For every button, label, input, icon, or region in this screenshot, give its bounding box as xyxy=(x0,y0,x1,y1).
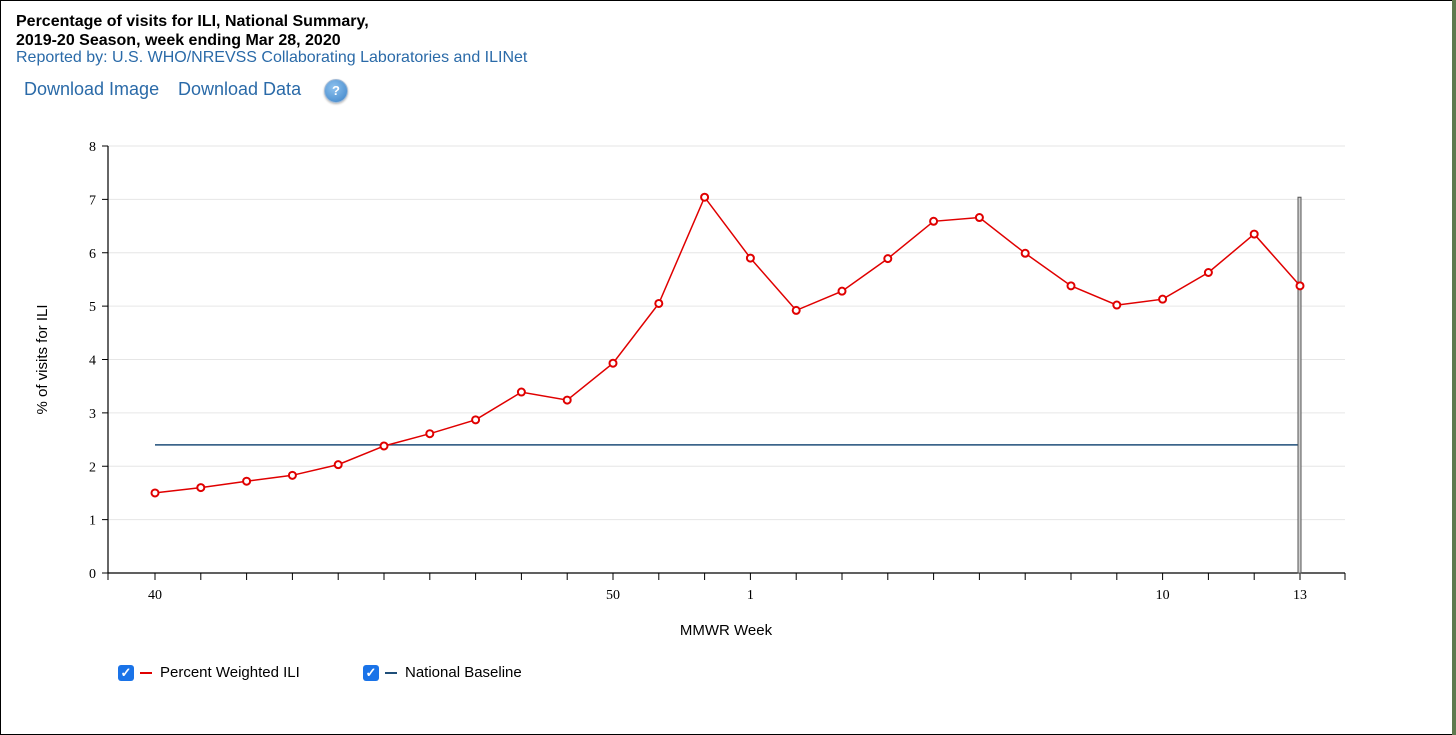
baseline-swatch xyxy=(385,671,397,674)
data-point xyxy=(837,286,847,296)
y-axis-label: % of visits for ILI xyxy=(34,304,51,414)
data-point xyxy=(242,476,252,486)
y-tick-label: 3 xyxy=(89,407,96,422)
data-point xyxy=(700,192,710,202)
data-point xyxy=(883,254,893,264)
x-tick-label: 10 xyxy=(1156,588,1170,603)
data-point xyxy=(516,387,526,397)
legend-item-national-baseline[interactable]: ✓ National Baseline xyxy=(363,664,522,681)
data-point xyxy=(608,358,618,368)
right-edge-strip xyxy=(1452,0,1456,735)
data-point xyxy=(379,441,389,451)
y-tick-label: 4 xyxy=(89,354,96,369)
help-icon[interactable]: ? xyxy=(324,79,348,103)
data-point xyxy=(1295,281,1305,291)
legend-label-ili: Percent Weighted ILI xyxy=(160,664,300,681)
data-point xyxy=(1066,281,1076,291)
data-point xyxy=(1020,248,1030,258)
chart-title: Percentage of visits for ILI, National S… xyxy=(16,12,369,50)
data-point xyxy=(287,470,297,480)
current-week-marker xyxy=(1297,196,1302,574)
ili-swatch xyxy=(140,671,152,674)
x-tick-label: 1 xyxy=(747,588,754,603)
legend-item-percent-weighted-ili[interactable]: ✓ Percent Weighted ILI xyxy=(118,664,300,681)
y-tick-label: 5 xyxy=(89,300,96,315)
data-point xyxy=(196,483,206,493)
y-tick-label: 8 xyxy=(89,140,96,155)
title-line-2: 2019-20 Season, week ending Mar 28, 2020 xyxy=(16,32,341,49)
x-tick-label: 50 xyxy=(606,588,620,603)
data-point xyxy=(654,298,664,308)
data-point xyxy=(745,253,755,263)
x-axis-label: MMWR Week xyxy=(680,622,773,639)
data-point xyxy=(562,395,572,405)
data-point xyxy=(150,488,160,498)
download-image-link[interactable]: Download Image xyxy=(24,79,160,99)
y-tick-label: 6 xyxy=(89,247,96,262)
y-tick-label: 1 xyxy=(89,514,96,529)
title-line-1: Percentage of visits for ILI, National S… xyxy=(16,13,369,30)
checkbox-ili[interactable]: ✓ xyxy=(118,664,134,681)
data-point xyxy=(791,305,801,315)
series-line-percent-weighted-ili xyxy=(154,195,1301,494)
y-tick-label: 2 xyxy=(89,460,96,475)
reported-by-link[interactable]: Reported by: U.S. WHO/NREVSS Collaborati… xyxy=(16,49,528,66)
x-tick-label: 40 xyxy=(148,588,162,603)
x-tick-label: 13 xyxy=(1293,588,1307,603)
data-point xyxy=(1203,267,1213,277)
data-point xyxy=(1158,294,1168,304)
data-point xyxy=(471,415,481,425)
data-point xyxy=(1249,229,1259,239)
download-data-link[interactable]: Download Data xyxy=(178,79,302,99)
data-point xyxy=(929,216,939,226)
legend-label-baseline: National Baseline xyxy=(405,664,522,681)
data-point xyxy=(333,460,343,470)
y-tick-label: 7 xyxy=(89,193,96,208)
y-tick-label: 0 xyxy=(89,567,96,582)
checkbox-baseline[interactable]: ✓ xyxy=(363,664,379,681)
data-point xyxy=(425,429,435,439)
data-point xyxy=(1112,300,1122,310)
data-point xyxy=(974,213,984,223)
